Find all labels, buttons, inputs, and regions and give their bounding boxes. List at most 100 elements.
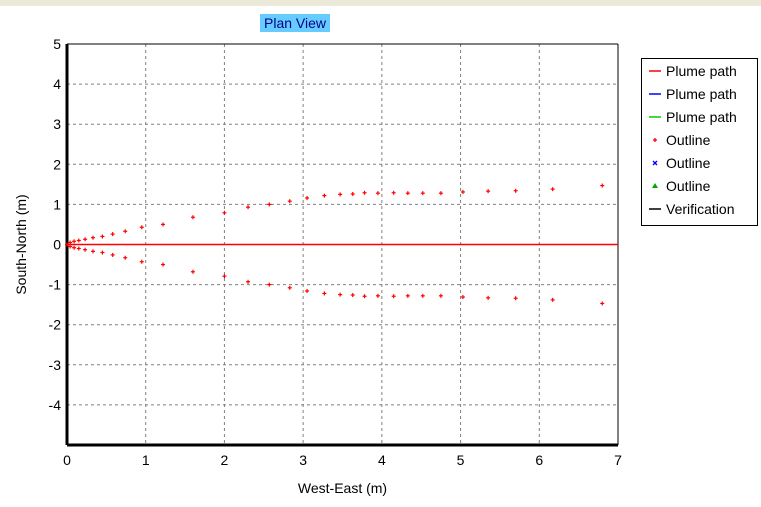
outline-point	[486, 295, 491, 300]
legend-item: Verification	[642, 199, 759, 219]
x-tick-label: 4	[378, 452, 386, 468]
outline-point	[350, 293, 355, 298]
outline-point	[362, 190, 367, 195]
legend-item: Plume path	[642, 107, 759, 127]
outline-point	[438, 191, 443, 196]
y-tick-label: 3	[53, 116, 61, 132]
x-tick-label: 6	[535, 452, 543, 468]
tick-labels: 0 1 2 3 4 5 6 7 5 4 3 2 1 0 -1 -2 -3 -4	[49, 36, 623, 468]
legend-label: Outline	[666, 132, 711, 148]
outline-point	[76, 246, 81, 251]
legend-item: Outline	[642, 176, 759, 196]
y-tick-label: -1	[49, 277, 62, 293]
legend-item: Outline	[642, 130, 759, 150]
legend-label: Plume path	[666, 86, 737, 102]
legend-symbol-cross	[652, 160, 658, 166]
outline-point	[110, 232, 115, 237]
x-tick-label: 0	[63, 452, 71, 468]
y-tick-label: 0	[53, 237, 61, 253]
chart-title: Plan View	[260, 14, 331, 32]
outline-point	[420, 191, 425, 196]
outline-point	[100, 234, 105, 239]
legend-item: Plume path	[642, 84, 759, 104]
window-top-strip	[0, 0, 761, 6]
outline-point	[338, 192, 343, 197]
outline-point	[600, 183, 605, 188]
legend-symbol-plus	[653, 138, 657, 142]
outline-point	[460, 295, 465, 300]
outline-point	[375, 191, 380, 196]
legend-label: Plume path	[666, 63, 737, 79]
outline-point	[460, 189, 465, 194]
outline-point	[90, 249, 95, 254]
legend-symbol-triangle	[652, 183, 658, 188]
outline-point	[68, 244, 73, 249]
outline-point	[362, 294, 367, 299]
outline-point	[322, 291, 327, 296]
outline-point	[600, 301, 605, 306]
outline-point	[305, 289, 310, 294]
outline-point	[246, 279, 251, 284]
outline-point	[100, 250, 105, 255]
outline-point	[90, 235, 95, 240]
x-tick-label: 3	[299, 452, 307, 468]
x-axis-label: West-East (m)	[298, 480, 387, 496]
outline-point	[513, 188, 518, 193]
x-tick-label: 1	[142, 452, 150, 468]
y-tick-label: -4	[49, 397, 62, 413]
outline-point	[287, 199, 292, 204]
legend-symbol-line	[649, 208, 661, 210]
legend-label: Verification	[666, 201, 735, 217]
series-group	[65, 183, 618, 306]
legend-item: Plume path	[642, 61, 759, 81]
legend-symbol-line	[649, 93, 661, 95]
outline-point	[123, 255, 128, 260]
outline-point	[83, 247, 88, 252]
outline-point	[68, 240, 73, 245]
x-tick-label: 7	[614, 452, 622, 468]
outline-point	[139, 225, 144, 230]
outline-point	[391, 190, 396, 195]
outline-point	[267, 282, 272, 287]
y-tick-label: 4	[53, 76, 61, 92]
outline-point	[123, 229, 128, 234]
outline-point	[222, 210, 227, 215]
legend-label: Plume path	[666, 109, 737, 125]
outline-point	[83, 237, 88, 242]
x-tick-label: 5	[457, 452, 465, 468]
y-tick-label: 5	[53, 36, 61, 52]
outline-point	[76, 238, 81, 243]
outline-point	[305, 195, 310, 200]
outline-point	[486, 189, 491, 194]
outline-point	[550, 187, 555, 192]
outline-point	[72, 245, 77, 250]
outline-point	[550, 297, 555, 302]
outline-point	[405, 191, 410, 196]
outline-point	[72, 239, 77, 244]
outline-point	[190, 215, 195, 220]
y-axis-label: South-North (m)	[13, 194, 29, 294]
outline-point	[420, 293, 425, 298]
y-tick-label: 1	[53, 196, 61, 212]
outline-point	[338, 292, 343, 297]
outline-point	[391, 294, 396, 299]
outline-point	[222, 274, 227, 279]
outline-point	[161, 222, 166, 227]
outline-point	[513, 296, 518, 301]
outline-point	[161, 262, 166, 267]
legend-label: Outline	[666, 155, 711, 171]
legend-item: Outline	[642, 153, 759, 173]
legend-symbol-line	[649, 70, 661, 72]
y-tick-label: -2	[49, 317, 62, 333]
outline-point	[65, 242, 69, 247]
y-tick-label: -3	[49, 357, 62, 373]
y-tick-label: 2	[53, 156, 61, 172]
outline-point	[267, 202, 272, 207]
outline-point	[375, 293, 380, 298]
outline-point	[246, 205, 251, 210]
legend-symbol-line	[649, 116, 661, 118]
outline-point	[405, 293, 410, 298]
outline-point	[139, 259, 144, 264]
legend-label: Outline	[666, 178, 711, 194]
